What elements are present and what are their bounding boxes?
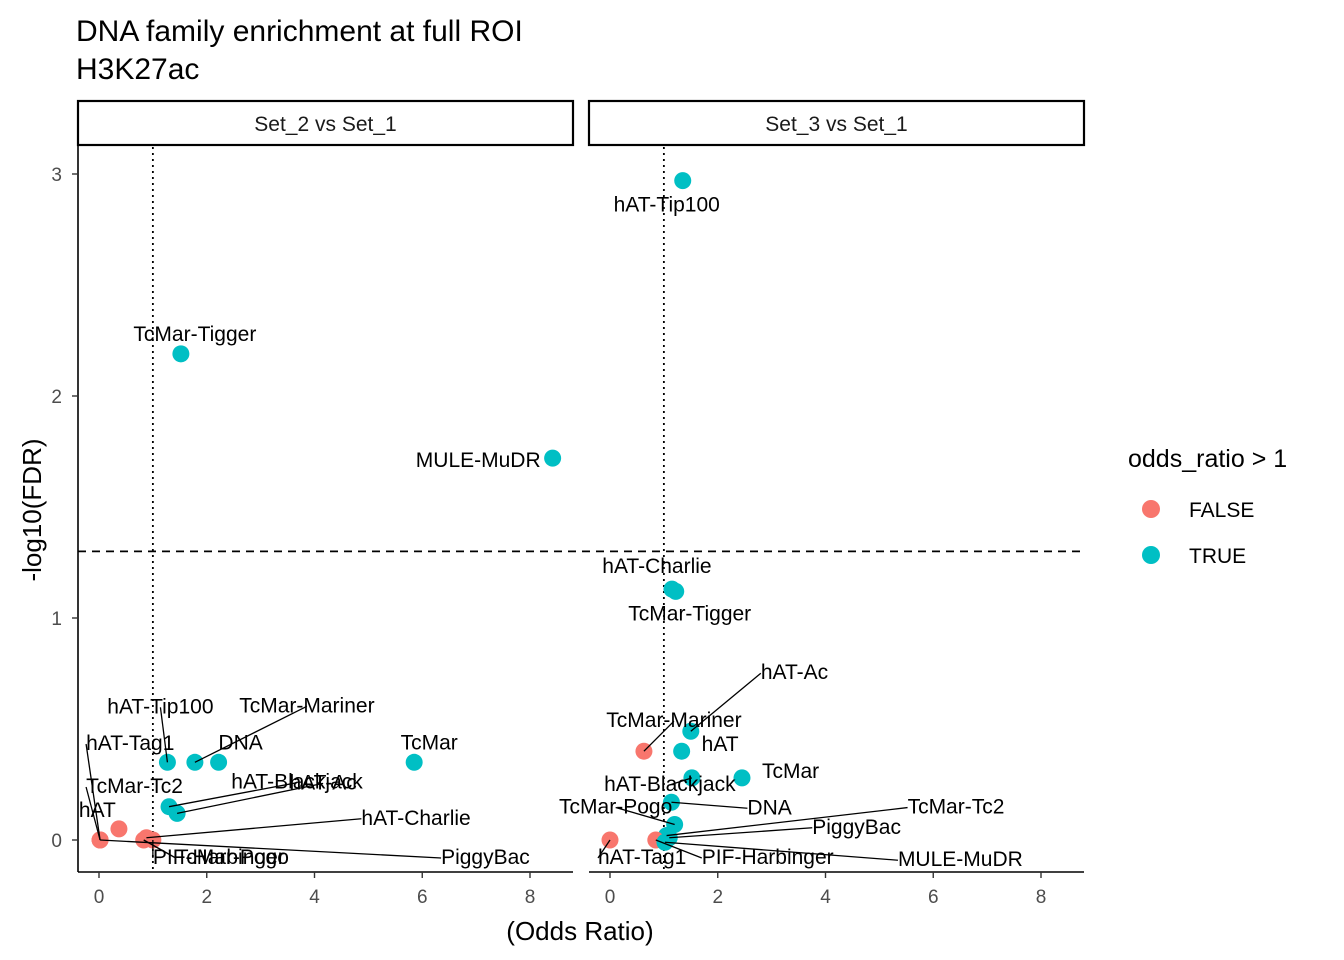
- facet-strip-label-2: Set_3 vs Set_1: [765, 113, 907, 136]
- point-label-2-hat-tip100: hAT-Tip100: [614, 194, 720, 217]
- legend-title: odds_ratio > 1: [1128, 445, 1287, 473]
- point-label-1-tcmar-pogo: TcMar-Pogo: [176, 846, 289, 869]
- point-label-2-pif-harbinger: PIF-Harbinger: [702, 846, 834, 869]
- point-labels: TcMar-Tigger MULE-MuDR hAT-Tip100 TcMar-Mar…: [79, 194, 1023, 872]
- point-label-2-mule-mudr: MULE-MuDR: [898, 848, 1023, 871]
- label-leader-1-hat-blackjack: [168, 782, 298, 808]
- x-tick-label-1-8: 8: [525, 887, 536, 908]
- label-leader-1-hat-tag1: [85, 743, 101, 841]
- point-label-1-tcmar-tigger: TcMar-Tigger: [133, 323, 256, 346]
- x-tick-label-2-8: 8: [1036, 887, 1047, 908]
- point-label-1-hat-tag1: hAT-Tag1: [86, 732, 174, 755]
- point-label-1-hat-charlie: hAT-Charlie: [361, 807, 470, 830]
- point-label-1-pif-harbinger: PIF-Harbinger: [153, 846, 285, 869]
- facet-strip-1: [76, 99, 575, 147]
- point-1-tcmar-tigger: [172, 345, 190, 363]
- point-label-2-hat-tag1: hAT-Tag1: [598, 846, 686, 869]
- point-2-hat: [673, 742, 691, 760]
- label-leader-2-hat-ac: [690, 672, 762, 732]
- facet-strips: Set_2 vs Set_1 Set_3 vs Set_1: [76, 99, 1086, 147]
- point-label-2-hat-blackjack: hAT-Blackjack: [604, 773, 736, 796]
- point-label-2-hat-charlie: hAT-Charlie: [602, 555, 711, 578]
- point-2-hat-tip100: [674, 172, 692, 190]
- label-leader-1-hat-charlie: [146, 818, 362, 839]
- facet-strip-2: [587, 99, 1086, 147]
- point-label-1-tcmar: TcMar: [401, 731, 458, 754]
- point-2-tcmar: [733, 769, 751, 787]
- label-leader-2-tcmar-mariner: [643, 720, 675, 752]
- point-label-2-tcmar-pogo: TcMar-Pogo: [559, 795, 672, 818]
- x-axis-title: (Odds Ratio): [506, 916, 653, 946]
- label-leader-2-pif-harbinger: [655, 839, 703, 859]
- y-tick-label-3: 3: [51, 165, 62, 186]
- x-tick-label-2-6: 6: [928, 887, 939, 908]
- x-tick-label-1-6: 6: [417, 887, 428, 908]
- point-1-tcmar: [405, 753, 423, 771]
- point-label-1-hat-blackjack: hAT-Blackjack: [231, 771, 363, 794]
- label-leader-2-mule-mudr: [664, 841, 899, 861]
- point-label-2-hat-ac: hAT-Ac: [761, 661, 828, 684]
- chart-subtitle: H3K27ac: [76, 53, 199, 86]
- point-label-1-hat: hAT: [79, 799, 116, 822]
- label-leader-2-piggybac: [669, 827, 813, 839]
- label-leader-1-piggybac: [100, 839, 442, 859]
- point-label-1-tcmar-mariner: TcMar-Mariner: [239, 694, 374, 717]
- point-label-1-mule-mudr: MULE-MuDR: [416, 449, 541, 472]
- point-label-1-dna: DNA: [218, 731, 262, 754]
- chart-title: DNA family enrichment at full ROI: [76, 15, 523, 48]
- label-leader-2-hat-blackjack: [669, 777, 693, 786]
- axes: 0 2 4 6 8 0 2 4 6 8 0 1 2 3: [51, 145, 1084, 908]
- chart-title-group: DNA family enrichment at full ROI H3K27a…: [76, 15, 523, 86]
- legend-key-true: [1142, 546, 1160, 564]
- y-tick-label-0: 0: [51, 831, 62, 852]
- legend-label-true: TRUE: [1189, 545, 1246, 568]
- label-leader-1-tcmar-tc2: [85, 786, 101, 841]
- point-label-2-tcmar-tigger: TcMar-Tigger: [628, 602, 751, 625]
- legend-label-false: FALSE: [1189, 499, 1254, 522]
- label-leader-2-hat-tag1: [597, 839, 611, 859]
- y-axis-title: -log10(FDR): [17, 438, 47, 581]
- label-leader-2-tcmar-pogo: [615, 806, 675, 826]
- x-tick-label-2-2: 2: [712, 887, 723, 908]
- point-label-1-hat-tip100: hAT-Tip100: [107, 695, 213, 718]
- legend: odds_ratio > 1 FALSE TRUE: [1128, 445, 1287, 568]
- legend-key-false: [1142, 500, 1160, 518]
- x-tick-label-2-0: 0: [605, 887, 616, 908]
- point-label-1-hat-ac: hAT-Ac: [289, 771, 356, 794]
- point-1-hat: [110, 820, 128, 838]
- label-leader-1-tcmar-mariner: [194, 705, 308, 763]
- label-leader-1-hat-tip100: [159, 707, 169, 763]
- point-label-2-dna: DNA: [747, 796, 791, 819]
- facet-strip-label-1: Set_2 vs Set_1: [254, 113, 396, 136]
- point-label-2-tcmar: TcMar: [762, 760, 819, 783]
- x-tick-label-2-4: 4: [820, 887, 831, 908]
- x-tick-label-1-2: 2: [201, 887, 212, 908]
- reference-lines: [78, 147, 1084, 872]
- point-label-2-hat: hAT: [702, 733, 739, 756]
- point-label-1-tcmar-tc2: TcMar-Tc2: [86, 775, 183, 798]
- point-label-2-tcmar-mariner: TcMar-Mariner: [606, 709, 741, 732]
- y-tick-label-1: 1: [51, 609, 62, 630]
- x-tick-label-1-4: 4: [309, 887, 320, 908]
- y-tick-label-2: 2: [51, 387, 62, 408]
- point-2-tcmar-tigger: [667, 582, 685, 600]
- x-tick-label-1-0: 0: [94, 887, 105, 908]
- label-leader-2-tcmar-tc2: [666, 806, 908, 837]
- point-label-1-piggybac: PiggyBac: [441, 846, 530, 869]
- label-leader-1-hat-ac: [176, 782, 324, 814]
- point-label-2-tcmar-tc2: TcMar-Tc2: [908, 796, 1005, 819]
- point-label-2-piggybac: PiggyBac: [812, 816, 901, 839]
- point-1-mule-mudr: [544, 449, 562, 467]
- point-1-dna: [210, 753, 228, 771]
- label-leader-2-dna: [671, 801, 748, 809]
